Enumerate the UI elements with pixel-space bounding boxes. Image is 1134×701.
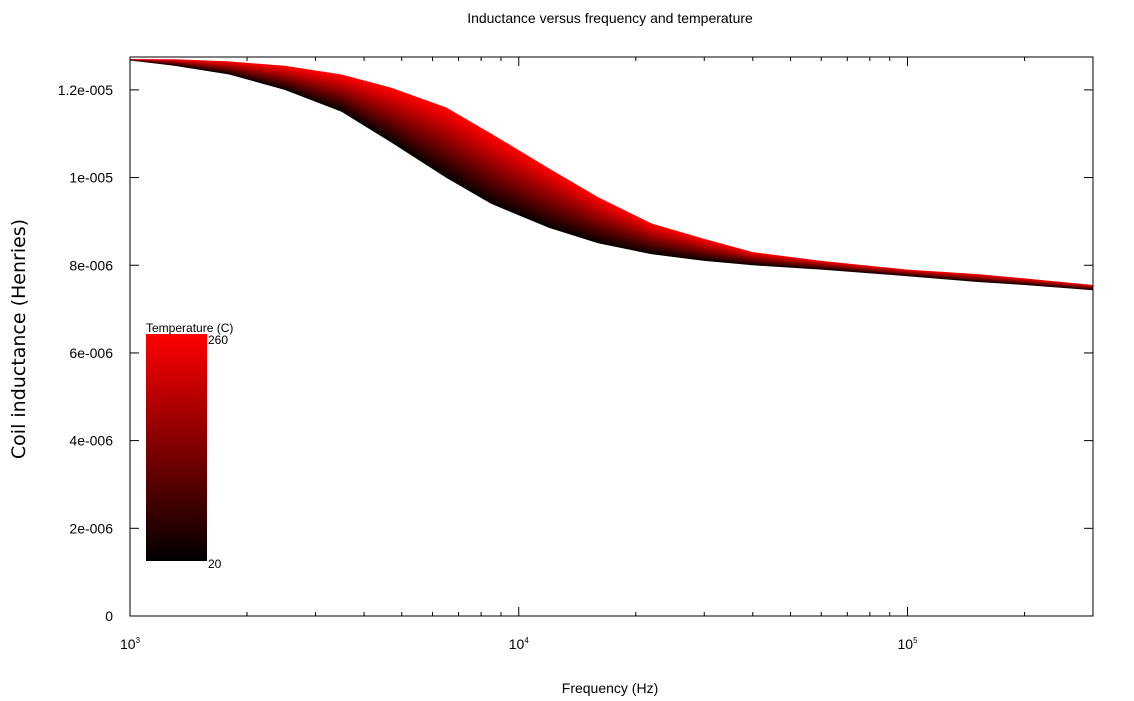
x-axis: 103 104 105: [120, 57, 1026, 652]
chart-title: Inductance versus frequency and temperat…: [467, 10, 753, 26]
colorbar-min-label: 20: [208, 557, 222, 571]
band-underside-mask: [130, 60, 1093, 616]
y-tick-label: 1e-005: [69, 170, 113, 186]
y-axis-label: Coil inductance (Henries): [8, 219, 30, 459]
colorbar: Temperature (C) 260 20: [146, 321, 233, 571]
y-tick-label: 0: [105, 608, 113, 624]
y-axis: 0 2e-006 4e-006 6e-006 8e-006 1e-005 1.2e-005: [58, 82, 1093, 624]
y-tick-label: 4e-006: [69, 433, 113, 449]
colorbar-title: Temperature (C): [146, 321, 233, 335]
x-tick-label: 104: [509, 636, 530, 652]
colorbar-max-label: 260: [208, 333, 228, 347]
y-tick-label: 1.2e-005: [58, 82, 113, 98]
x-tick-label: 103: [120, 636, 141, 652]
x-axis-label: Frequency (Hz): [562, 680, 658, 696]
y-tick-label: 2e-006: [69, 520, 113, 536]
colorbar-gradient: [146, 334, 207, 561]
plot-frame: [129, 56, 1094, 617]
x-tick-label: 105: [897, 636, 918, 652]
temperature-bands: [130, 59, 1093, 617]
y-tick-label: 8e-006: [69, 257, 113, 273]
y-tick-label: 6e-006: [69, 345, 113, 361]
